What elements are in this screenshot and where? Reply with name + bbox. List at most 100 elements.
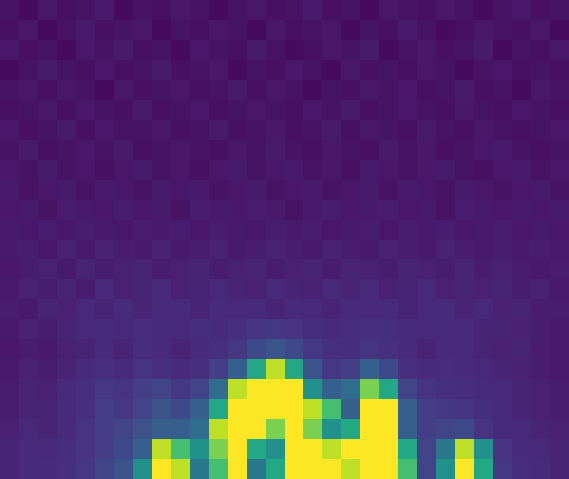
heatmap-cell (303, 80, 323, 101)
heatmap-cell (341, 0, 361, 21)
heatmap-cell (303, 200, 323, 221)
heatmap-cell (322, 319, 342, 340)
heatmap-cell (228, 459, 248, 479)
heatmap-cell (398, 319, 418, 340)
heatmap-cell (0, 459, 20, 479)
heatmap-cell (436, 299, 456, 320)
heatmap-cell (247, 419, 267, 440)
heatmap-cell (493, 379, 513, 400)
heatmap-cell (379, 20, 399, 41)
heatmap-cell (114, 419, 134, 440)
heatmap-cell (550, 319, 569, 340)
heatmap-cell (0, 40, 20, 61)
heatmap-cell (360, 60, 380, 81)
heatmap-cell (228, 359, 248, 380)
heatmap-cell (171, 120, 191, 141)
heatmap-cell (550, 399, 569, 420)
heatmap-cell (285, 439, 305, 460)
heatmap-cell (531, 200, 551, 221)
heatmap-cell (417, 459, 437, 479)
heatmap-cell (76, 200, 96, 221)
heatmap-cell (57, 60, 77, 81)
heatmap-cell (379, 299, 399, 320)
heatmap-cell (285, 240, 305, 261)
heatmap-cell (474, 419, 494, 440)
heatmap-cell (209, 299, 229, 320)
heatmap-cell (0, 439, 20, 460)
heatmap-cell (133, 0, 153, 21)
heatmap-cell (38, 20, 58, 41)
heatmap-cell (341, 399, 361, 420)
heatmap-cell (190, 240, 210, 261)
heatmap-cell (19, 339, 39, 360)
heatmap-cell (209, 100, 229, 121)
heatmap-cell (398, 399, 418, 420)
heatmap-cell (57, 439, 77, 460)
heatmap-cell (285, 379, 305, 400)
heatmap-cell (360, 299, 380, 320)
heatmap-cell (322, 20, 342, 41)
heatmap-cell (417, 180, 437, 201)
heatmap-cell (76, 40, 96, 61)
heatmap-cell (322, 200, 342, 221)
heatmap-cell (19, 60, 39, 81)
heatmap-cell (417, 0, 437, 21)
heatmap-cell (266, 160, 286, 181)
heatmap-cell (190, 399, 210, 420)
heatmap-cell (550, 419, 569, 440)
heatmap-cell (436, 120, 456, 141)
heatmap-cell (209, 0, 229, 21)
heatmap-cell (266, 100, 286, 121)
heatmap-cell (0, 379, 20, 400)
heatmap-cell (38, 399, 58, 420)
heatmap-cell (228, 80, 248, 101)
heatmap-cell (379, 379, 399, 400)
heatmap-cell (512, 20, 532, 41)
heatmap-cell (455, 40, 475, 61)
heatmap-cell (228, 379, 248, 400)
heatmap-cell (417, 20, 437, 41)
heatmap-cell (512, 299, 532, 320)
heatmap-cell (114, 399, 134, 420)
heatmap-cell (360, 419, 380, 440)
heatmap-cell (133, 140, 153, 161)
heatmap-cell (247, 439, 267, 460)
heatmap-cell (550, 339, 569, 360)
heatmap-cell (190, 459, 210, 479)
heatmap-cell (436, 20, 456, 41)
heatmap-cell (152, 100, 172, 121)
heatmap-cell (360, 220, 380, 241)
heatmap-cell (436, 379, 456, 400)
heatmap-cell (19, 100, 39, 121)
heatmap-cell (417, 419, 437, 440)
heatmap-cell (455, 439, 475, 460)
heatmap-cell (322, 359, 342, 380)
heatmap-cell (550, 120, 569, 141)
heatmap-cell (360, 200, 380, 221)
heatmap-cell (341, 100, 361, 121)
heatmap-cell (95, 140, 115, 161)
heatmap-cell (285, 160, 305, 181)
heatmap-cell (285, 20, 305, 41)
chart (0, 0, 569, 479)
heatmap-cell (57, 200, 77, 221)
heatmap-cell (114, 359, 134, 380)
heatmap-cell (76, 60, 96, 81)
heatmap-cell (57, 299, 77, 320)
heatmap-cell (360, 259, 380, 280)
heatmap-cell (550, 140, 569, 161)
heatmap-cell (474, 120, 494, 141)
heatmap-cell (303, 399, 323, 420)
heatmap-cell (455, 160, 475, 181)
heatmap-cell (38, 80, 58, 101)
heatmap-cell (398, 279, 418, 300)
heatmap-cell (531, 220, 551, 241)
heatmap-cell (531, 339, 551, 360)
heatmap-cell (512, 100, 532, 121)
heatmap-cell (171, 359, 191, 380)
heatmap-cell (474, 359, 494, 380)
heatmap-cell (550, 200, 569, 221)
heatmap-cell (0, 140, 20, 161)
heatmap-cell (152, 439, 172, 460)
heatmap-cell (247, 279, 267, 300)
